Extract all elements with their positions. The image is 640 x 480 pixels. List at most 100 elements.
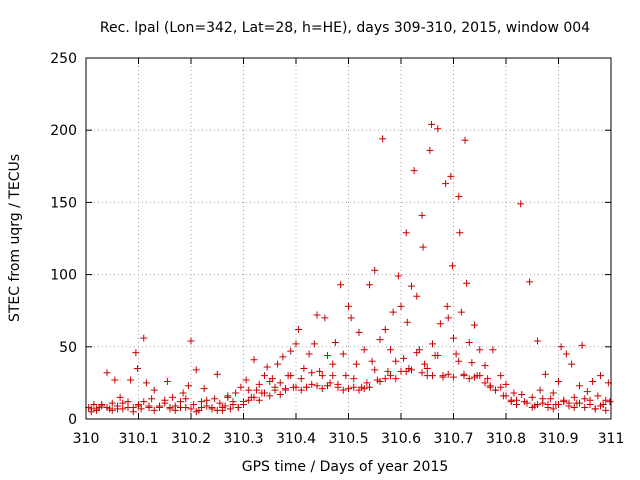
data-point-marker <box>232 389 240 397</box>
data-point-marker <box>547 395 555 403</box>
data-point-marker <box>171 406 179 414</box>
data-point-marker <box>93 405 100 413</box>
data-point-marker <box>376 336 384 344</box>
data-point-marker <box>329 372 337 380</box>
data-point-marker <box>408 366 415 374</box>
data-point-marker <box>408 282 415 290</box>
data-point-marker <box>476 346 484 354</box>
data-point-marker <box>450 373 457 381</box>
data-point-marker <box>345 385 352 393</box>
data-point-marker <box>413 292 421 300</box>
data-point-marker <box>452 350 460 358</box>
data-point-marker <box>245 386 253 394</box>
data-point-marker <box>352 360 360 368</box>
data-point-marker <box>255 380 263 388</box>
data-point-marker <box>287 372 295 380</box>
data-point-marker <box>187 337 195 345</box>
data-point-marker <box>387 372 394 380</box>
data-point-marker <box>111 376 119 384</box>
data-point-marker <box>132 349 140 357</box>
data-point-marker <box>192 408 200 416</box>
data-point-marker <box>434 125 442 133</box>
data-point-marker <box>489 346 497 354</box>
data-point-marker <box>502 380 510 388</box>
data-point-marker <box>142 379 150 387</box>
y-axis-label: STEC from uqrg / TECUs <box>7 154 23 322</box>
data-point-marker <box>606 398 614 406</box>
data-point-marker <box>392 357 400 365</box>
data-point-marker <box>297 386 305 394</box>
data-point-marker <box>597 372 604 380</box>
data-point-marker <box>261 372 268 380</box>
data-point-marker <box>133 364 141 372</box>
y-tick-label: 250 <box>50 51 77 67</box>
data-point-marker <box>184 382 192 390</box>
data-point-marker <box>481 362 489 370</box>
data-point-marker <box>305 350 313 358</box>
data-point-marker <box>229 401 237 409</box>
data-point-marker <box>455 193 463 201</box>
data-point-marker <box>166 403 174 411</box>
data-point-marker <box>400 354 408 362</box>
data-point-marker <box>484 375 492 383</box>
data-point-marker <box>463 279 471 287</box>
data-point-marker <box>444 314 452 322</box>
data-point-marker <box>461 136 469 144</box>
data-point-marker <box>324 351 331 359</box>
data-point-marker <box>568 360 576 368</box>
data-point-marker <box>219 403 226 411</box>
data-point-marker <box>114 405 121 413</box>
data-point-marker <box>198 403 205 411</box>
data-point-marker <box>310 340 318 348</box>
data-point-marker <box>108 399 116 407</box>
data-point-marker <box>368 357 376 365</box>
data-point-marker <box>429 340 436 348</box>
data-point-marker <box>363 379 371 387</box>
data-point-marker <box>468 359 476 367</box>
data-point-marker <box>150 406 158 414</box>
data-point-marker <box>444 370 452 378</box>
data-point-marker <box>534 337 541 345</box>
data-point-marker <box>510 389 518 397</box>
data-point-marker <box>497 383 505 391</box>
data-point-marker <box>594 392 602 400</box>
data-point-marker <box>555 377 562 385</box>
data-point-marker <box>250 393 258 401</box>
data-point-marker <box>140 398 148 406</box>
x-tick-label: 310.9 <box>538 431 578 447</box>
data-point-marker <box>211 395 219 403</box>
y-tick-label: 0 <box>68 412 77 428</box>
data-point-marker <box>124 403 132 411</box>
data-point-marker <box>555 401 562 409</box>
data-point-marker <box>578 341 586 349</box>
data-point-marker <box>161 396 169 404</box>
data-point-marker <box>366 281 373 289</box>
data-point-marker <box>403 318 411 326</box>
data-point-marker <box>376 377 384 385</box>
data-point-marker <box>581 403 589 411</box>
y-tick-label: 200 <box>50 123 77 139</box>
data-point-marker <box>300 364 308 372</box>
x-tick-label: 310.3 <box>223 431 263 447</box>
data-point-marker <box>347 314 355 322</box>
data-point-marker <box>465 375 473 383</box>
data-point-marker <box>434 351 442 359</box>
data-point-marker <box>318 372 326 380</box>
data-point-marker <box>381 325 389 333</box>
data-point-marker <box>397 302 405 310</box>
data-point-marker <box>394 272 402 280</box>
data-point-marker <box>576 399 583 407</box>
grid-lines <box>86 58 611 419</box>
data-point-marker <box>308 369 316 377</box>
data-point-marker <box>266 392 274 400</box>
data-point-marker <box>371 366 379 374</box>
x-tick-label: 310.8 <box>486 431 526 447</box>
data-point-marker <box>242 376 250 384</box>
data-point-marker <box>536 386 544 394</box>
data-point-marker <box>418 369 426 377</box>
data-point-marker <box>226 405 234 413</box>
data-point-marker <box>213 406 221 414</box>
y-tick-label: 150 <box>50 195 77 211</box>
data-point-marker <box>169 393 177 401</box>
